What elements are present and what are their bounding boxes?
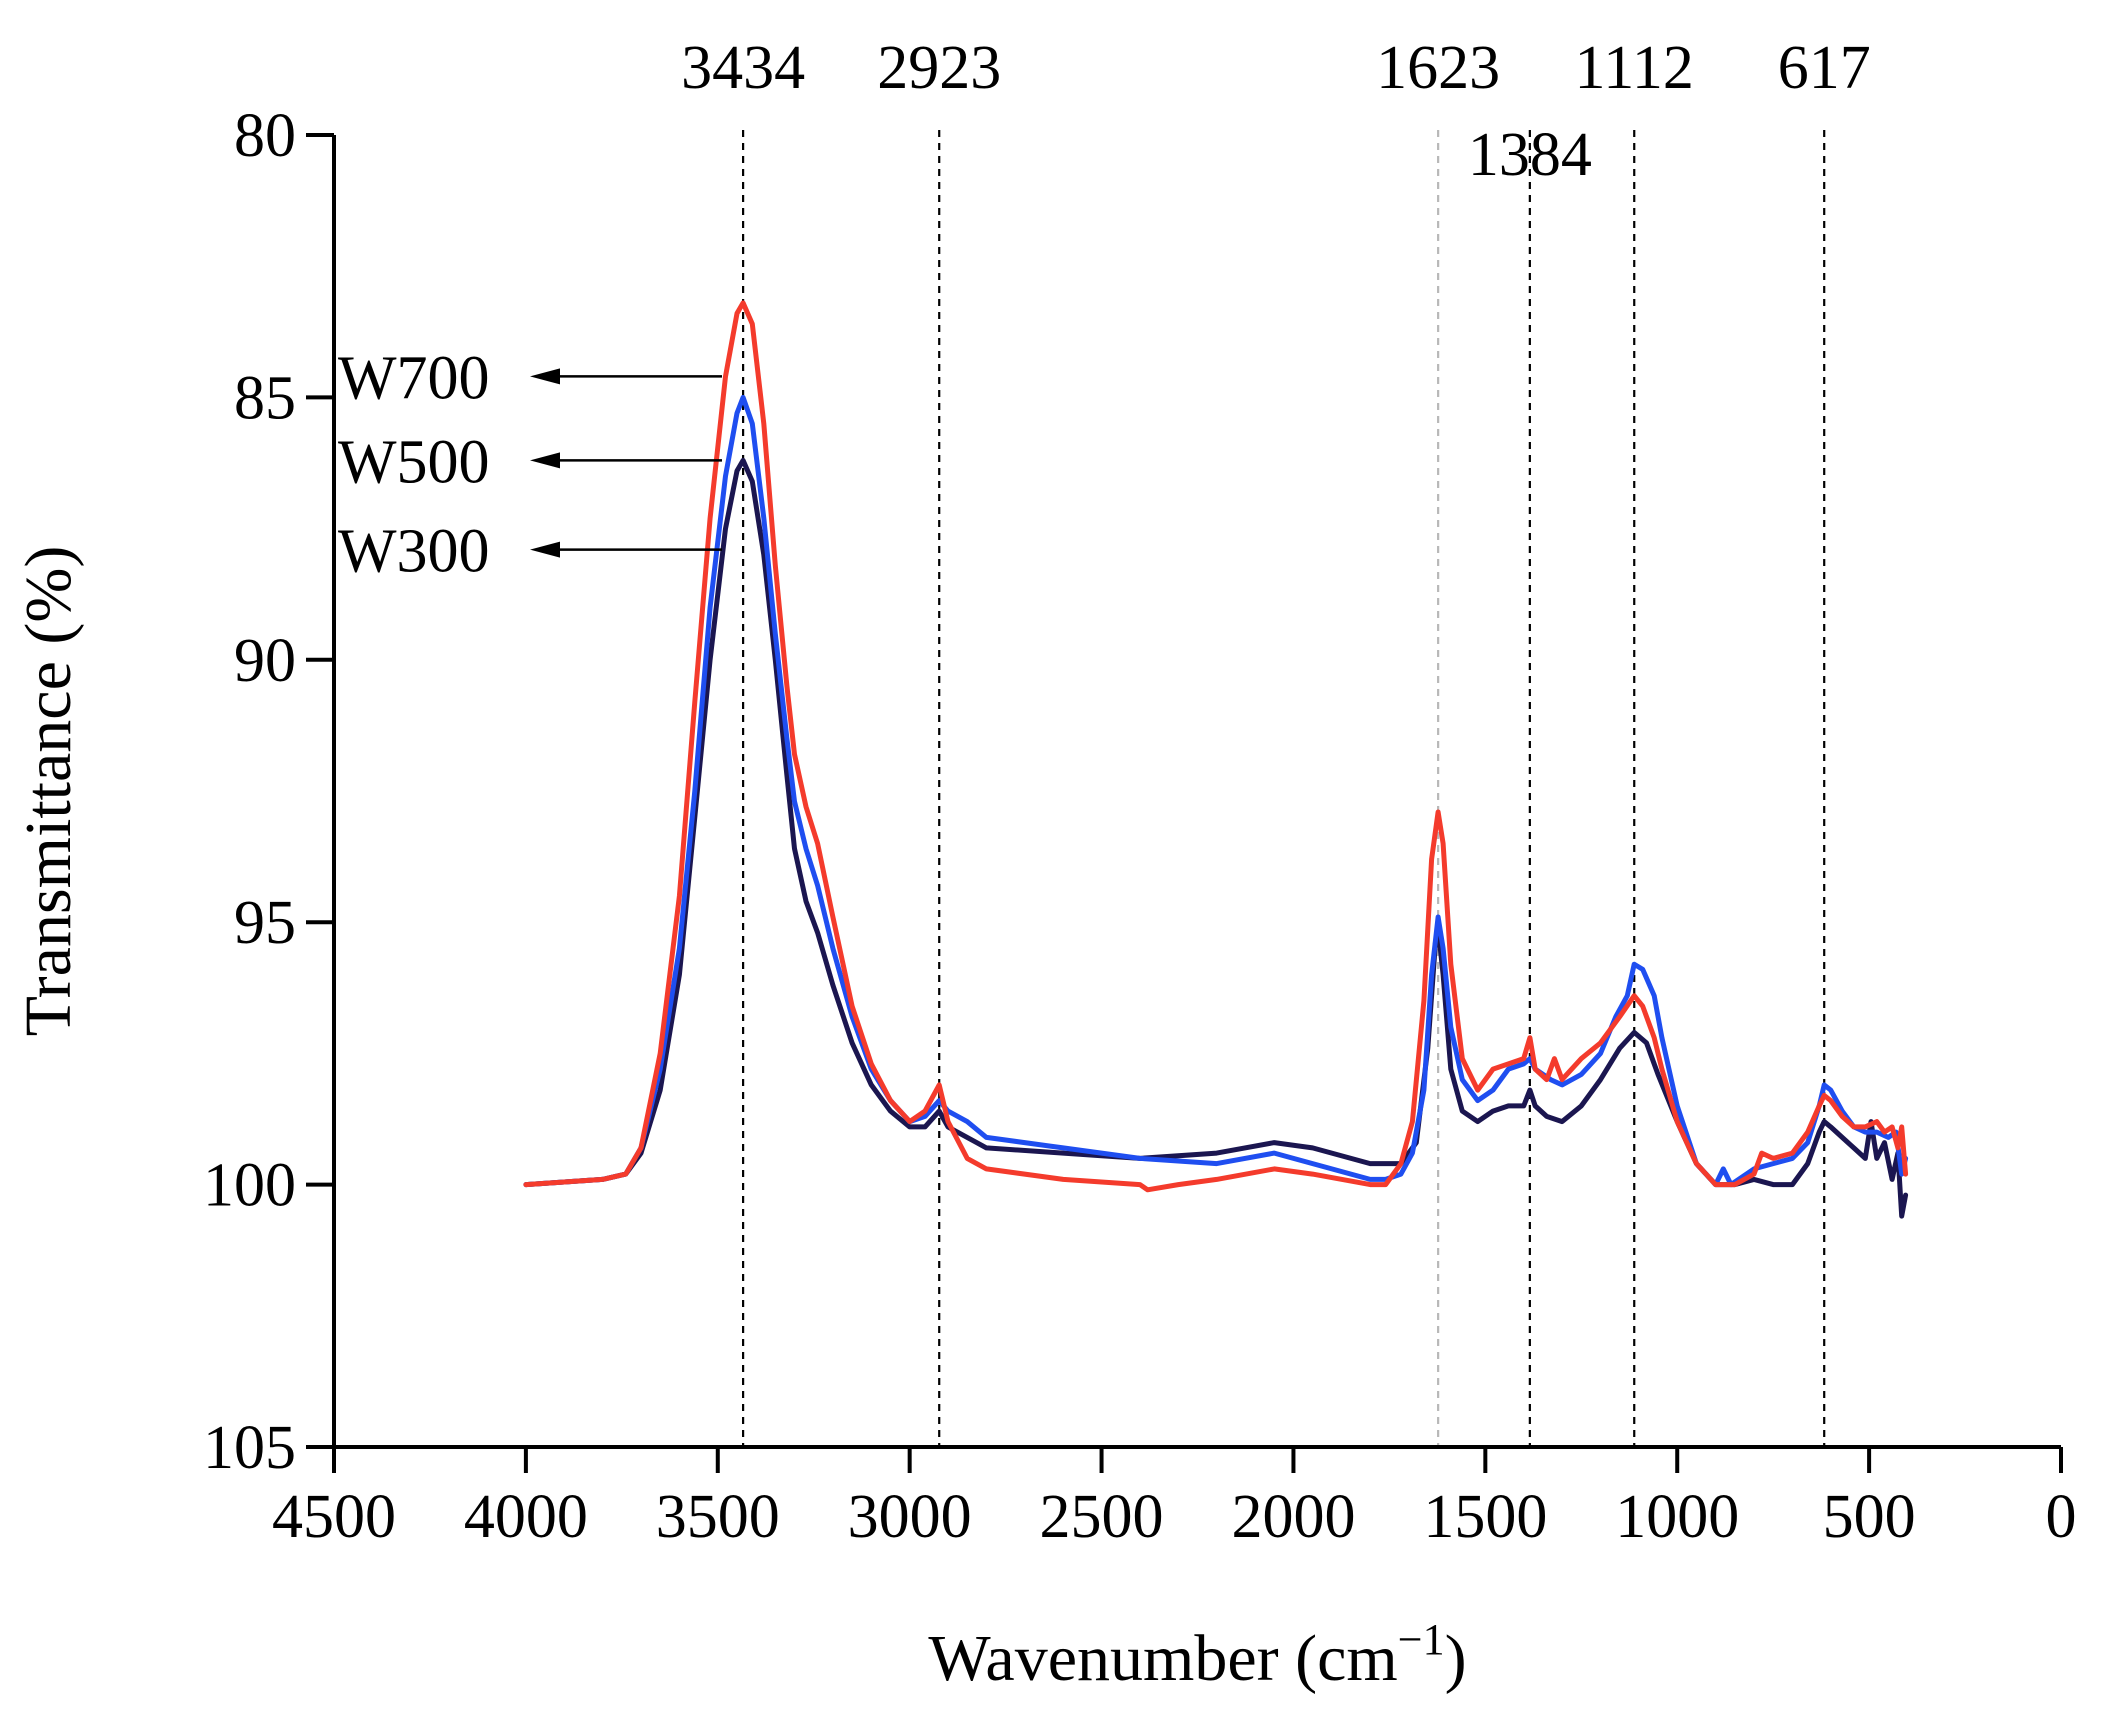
peak-label-1623: 1623: [1376, 34, 1500, 102]
x-axis-title-superscript: −1: [1398, 1615, 1445, 1664]
series-label-w500: W500: [338, 428, 490, 496]
x-tick-label: 4000: [464, 1483, 588, 1551]
y-tick-label: 80: [234, 102, 296, 170]
x-tick-label: 1500: [1423, 1483, 1547, 1551]
series-arrowhead-w500: [530, 452, 560, 469]
y-tick-label: 100: [203, 1152, 296, 1220]
y-tick-label: 90: [234, 627, 296, 695]
spectra-series: [523, 300, 1909, 1219]
y-ticks: 80 85 90 95 100 105: [203, 102, 334, 1482]
y-tick-label: 105: [203, 1414, 296, 1482]
x-axis-title-main: Wavenumber (cm: [928, 1622, 1397, 1695]
x-ticks: 4500 4000 3500 3000 2500 2000 1500 1000 500 0: [272, 1447, 2077, 1551]
x-tick-label: 1000: [1615, 1483, 1739, 1551]
series-line-w500: [523, 394, 1909, 1188]
x-axis-title: Wavenumber (cm−1): [928, 1615, 1466, 1695]
series-line-w700: [523, 300, 1909, 1193]
x-axis-title-close: ): [1445, 1622, 1467, 1695]
x-tick-label: 3000: [848, 1483, 972, 1551]
peak-reference-lines: [742, 130, 1826, 1447]
peak-label-1384: 1384: [1468, 121, 1592, 189]
y-tick-label: 85: [234, 364, 296, 432]
y-tick-label: 95: [234, 889, 296, 957]
axes: [332, 135, 2061, 1449]
series-line-w300: [523, 457, 1909, 1219]
series-labels: W300 W500 W700: [338, 344, 722, 586]
x-tick-label: 2500: [1040, 1483, 1164, 1551]
series-label-w700: W700: [338, 344, 490, 412]
series-arrowhead-w700: [530, 368, 560, 385]
x-tick-label: 500: [1823, 1483, 1916, 1551]
x-tick-label: 0: [2046, 1483, 2077, 1551]
peak-label-1112: 1112: [1575, 34, 1694, 102]
peak-label-3434: 3434: [681, 34, 805, 102]
series-label-w300: W300: [338, 518, 490, 586]
y-axis-title: Transmittance (%): [12, 546, 85, 1037]
x-tick-label: 4500: [272, 1483, 396, 1551]
x-tick-label: 2000: [1231, 1483, 1355, 1551]
x-tick-label: 3500: [656, 1483, 780, 1551]
peak-label-617: 617: [1778, 34, 1871, 102]
peak-label-2923: 2923: [877, 34, 1001, 102]
peak-labels: 3434 2923 1623 1384 1112 617: [681, 34, 1871, 189]
series-arrowhead-w300: [530, 541, 560, 558]
